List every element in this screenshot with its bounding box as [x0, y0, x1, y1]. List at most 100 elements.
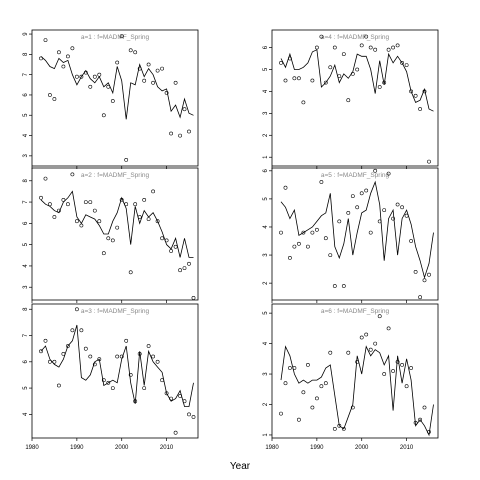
panel-title: a=1 : f=MADMF_Spring: [81, 34, 150, 41]
data-point: [83, 70, 88, 75]
data-point: [101, 378, 106, 383]
y-tick-label: 4: [263, 225, 269, 229]
data-point: [146, 62, 151, 67]
data-point: [350, 72, 355, 76]
y-tick-label: 4: [263, 89, 269, 93]
data-point: [279, 411, 283, 416]
data-point: [182, 107, 187, 112]
data-point: [92, 208, 97, 213]
panel-2: a=4 : f=MADMF_Spring 1 2 3 4 5 6: [263, 29, 439, 169]
data-point: [79, 328, 84, 333]
data-point: [137, 351, 142, 356]
data-point: [328, 350, 333, 355]
panel-title: a=3 : f=MADMF_Spring: [81, 308, 150, 315]
data-point: [39, 56, 43, 61]
data-point: [404, 213, 409, 218]
data-point: [355, 67, 360, 72]
data-point: [101, 113, 106, 118]
data-point: [301, 100, 306, 105]
series-line: [280, 49, 434, 112]
data-point: [142, 197, 147, 202]
data-point: [124, 202, 129, 207]
data-point: [310, 78, 315, 83]
data-point: [57, 208, 61, 213]
data-point: [341, 426, 346, 431]
x-axis-label: Year: [230, 461, 251, 472]
data-point: [296, 76, 301, 81]
data-point: [418, 107, 423, 111]
y-tick-label: 7: [23, 72, 29, 76]
data-point: [169, 131, 174, 136]
data-point: [66, 54, 70, 59]
data-point: [178, 133, 183, 138]
data-point: [43, 38, 48, 43]
data-point: [43, 338, 48, 343]
x-tick-label: 1980: [265, 445, 279, 451]
data-point: [173, 244, 178, 249]
data-point: [160, 378, 165, 383]
data-point: [359, 335, 364, 340]
data-point: [409, 239, 414, 243]
y-tick-label: 5: [263, 67, 269, 71]
data-point: [164, 391, 169, 396]
data-point: [377, 219, 382, 224]
data-point: [124, 338, 129, 343]
data-point: [350, 405, 355, 410]
y-tick-label: 3: [263, 111, 269, 115]
data-point: [391, 45, 396, 50]
panel-title: a=5 : f=MADMF_Spring: [321, 172, 390, 179]
x-tick-label: 1990: [310, 445, 324, 451]
data-point: [43, 176, 48, 181]
data-point: [310, 405, 315, 410]
data-point: [70, 172, 75, 177]
data-point: [61, 351, 66, 356]
y-tick-label: 9: [23, 32, 29, 36]
data-point: [341, 284, 346, 288]
y-tick-label: 8: [23, 178, 29, 182]
data-point: [119, 34, 124, 39]
data-point: [395, 202, 400, 207]
data-point: [187, 261, 191, 266]
data-point: [292, 244, 297, 249]
panel-title: a=2 : f=MADMF_Spring: [81, 172, 150, 179]
data-point: [187, 412, 191, 417]
data-point: [332, 45, 337, 50]
data-point: [368, 45, 373, 50]
data-point: [346, 210, 351, 215]
y-tick-label: 5: [23, 113, 29, 117]
data-point: [427, 429, 431, 434]
data-point: [346, 98, 351, 103]
panel-frame: [271, 29, 439, 167]
data-point: [364, 188, 369, 193]
data-point: [57, 383, 61, 388]
data-point: [368, 347, 373, 352]
data-point: [169, 249, 174, 253]
data-point: [119, 197, 124, 202]
panel-frame: [31, 303, 199, 439]
data-point: [409, 366, 414, 370]
data-point: [137, 215, 142, 219]
data-point: [83, 346, 88, 351]
data-point: [400, 362, 405, 367]
data-point: [106, 84, 111, 89]
data-point: [350, 194, 355, 199]
y-tick-label: 3: [263, 372, 269, 376]
data-point: [66, 344, 70, 348]
data-point: [427, 159, 431, 164]
data-point: [155, 68, 160, 73]
data-point: [386, 326, 391, 331]
data-point: [319, 180, 324, 184]
y-tick-label: 7: [23, 200, 29, 204]
data-point: [314, 45, 319, 50]
data-point: [191, 295, 196, 300]
data-point: [151, 189, 156, 194]
data-point: [292, 76, 297, 81]
y-tick-label: 3: [263, 253, 269, 257]
data-point: [422, 89, 427, 94]
x-tick-label: 1990: [70, 445, 84, 451]
panel-title: a=6 : f=MADMF_Spring: [321, 308, 390, 315]
data-point: [328, 253, 333, 258]
data-point: [427, 272, 431, 277]
data-point: [301, 230, 306, 235]
